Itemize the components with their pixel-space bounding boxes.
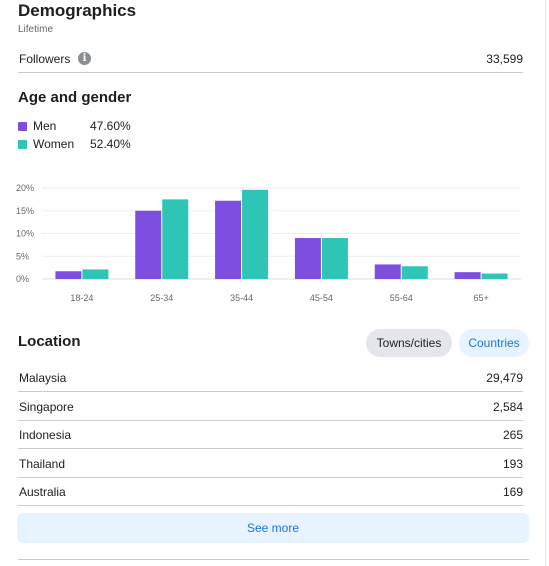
list-item: Australia 169 [18,477,523,506]
x-tick-label: 35-44 [230,293,253,303]
country-name: Australia [19,485,66,499]
country-name: Singapore [19,400,74,414]
panel-border [545,0,546,566]
list-item: Thailand 193 [18,449,523,478]
bar-women-35-44 [242,189,269,279]
x-tick-label: 55-64 [390,293,413,303]
country-value: 169 [502,485,523,499]
country-name: Thailand [19,457,66,471]
bar-women-18-24 [82,269,109,279]
x-tick-label: 18-24 [70,293,93,303]
info-icon[interactable]: i [78,52,91,65]
bar-women-25-34 [162,199,189,279]
legend-value: 52.40% [90,137,131,151]
y-tick-label: 10% [16,229,34,239]
page-subtitle: Lifetime [18,24,54,35]
bar-men-55-64 [374,264,401,279]
country-name: Malaysia [19,371,67,385]
divider [18,559,529,560]
country-name: Indonesia [19,428,72,442]
list-item: Malaysia 29,479 [18,363,523,392]
country-value: 29,479 [486,371,523,385]
legend-value: 47.60% [90,119,131,133]
y-tick-label: 20% [16,183,34,193]
country-value: 265 [502,428,523,442]
legend-swatch-men [18,122,27,131]
bar-women-45-54 [321,238,348,279]
x-tick-label: 25-34 [150,293,173,303]
bar-women-55-64 [401,266,428,279]
location-title: Location [18,333,81,350]
legend-name: Women [33,137,75,151]
x-tick-label: 65+ [473,293,488,303]
bar-men-18-24 [55,271,82,279]
tab-countries[interactable]: Countries [459,329,529,357]
age-gender-title: Age and gender [18,89,132,106]
followers-row: Followers i 33,599 [18,48,523,73]
page-title: Demographics [18,1,137,20]
y-tick-label: 15% [16,206,34,216]
country-value: 2,584 [492,400,523,414]
tab-towns-cities[interactable]: Towns/cities [366,329,452,357]
bar-men-65+ [454,272,481,279]
y-tick-label: 5% [16,251,29,261]
see-more-button[interactable]: See more [17,513,529,543]
bar-men-45-54 [294,238,321,279]
bar-men-25-34 [135,210,162,279]
followers-label: Followers [19,52,71,66]
bar-men-35-44 [215,200,242,279]
y-tick-label: 0% [16,274,29,284]
list-item: Singapore 2,584 [18,392,523,421]
x-tick-label: 45-54 [310,293,333,303]
country-value: 193 [502,457,523,471]
bar-women-65+ [481,273,508,279]
legend-name: Men [33,119,57,133]
list-item: Indonesia 265 [18,420,523,449]
age-gender-bar-chart: 0% 5% 10% 15% 20% 18-24 25-34 35-44 45-54 55-64 65… [16,183,521,303]
legend-swatch-women [18,140,27,149]
followers-value: 33,599 [486,52,523,66]
